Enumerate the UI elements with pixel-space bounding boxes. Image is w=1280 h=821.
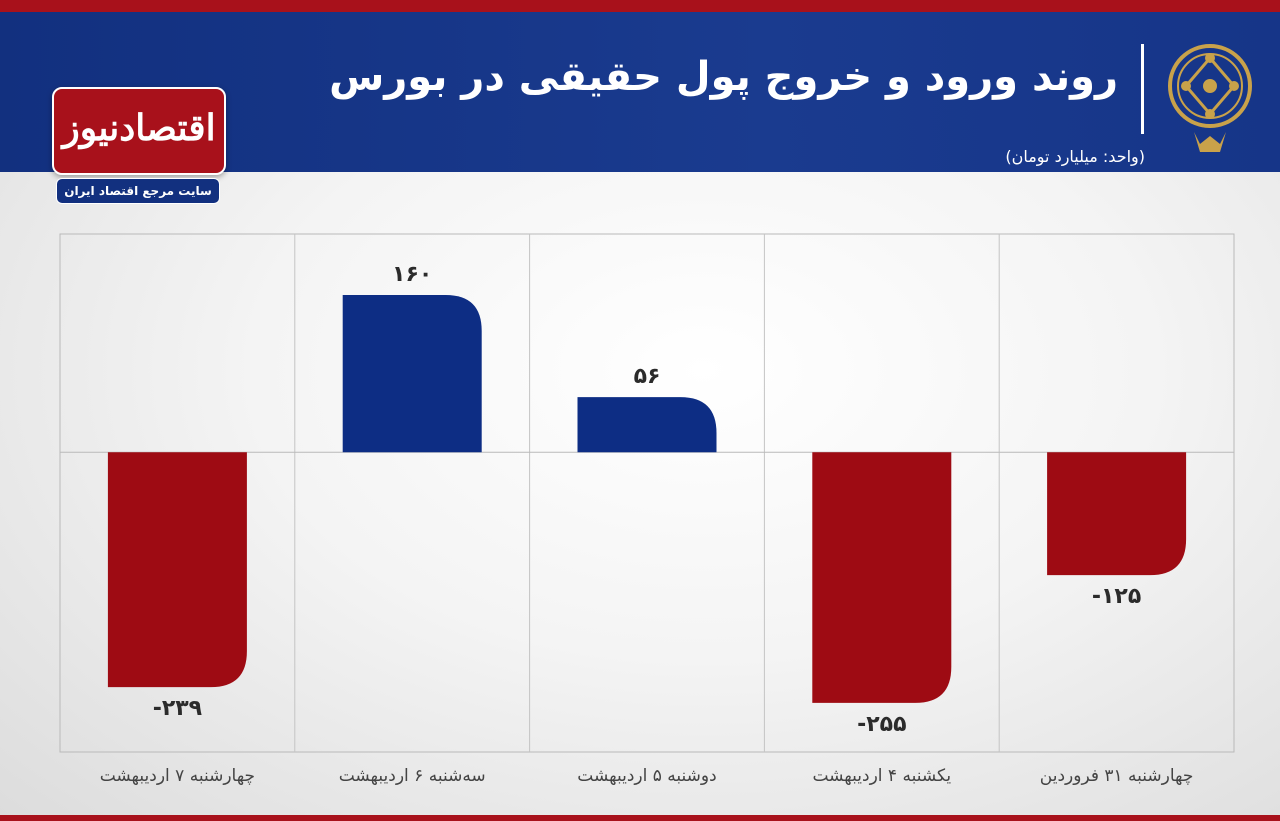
stock-exchange-emblem-icon bbox=[1168, 44, 1252, 152]
data-label: ۱۶۰ bbox=[392, 262, 432, 287]
data-label: ۵۶ bbox=[634, 364, 661, 389]
top-accent-stripe bbox=[0, 0, 1280, 12]
x-tick-label: دوشنبه ۵ اردیبهشت bbox=[577, 766, 716, 786]
brand-name: اقتصادنیوز bbox=[62, 107, 216, 149]
plot-frame bbox=[59, 233, 1235, 753]
bar bbox=[812, 452, 952, 703]
data-label: -۲۵۵ bbox=[857, 712, 906, 737]
bar bbox=[107, 452, 247, 688]
bar bbox=[1047, 452, 1187, 576]
brand-logo: اقتصادنیوز سایت مرجع اقتصاد ایران bbox=[52, 87, 226, 205]
x-tick-label: چهارشنبه ۷ اردیبهشت bbox=[100, 766, 255, 786]
x-tick-label: سه‌شنبه ۶ اردیبهشت bbox=[339, 766, 486, 786]
bar bbox=[577, 397, 717, 453]
brand-box: اقتصادنیوز bbox=[52, 87, 226, 175]
brand-tagline: سایت مرجع اقتصاد ایران bbox=[56, 178, 220, 204]
chart-title: روند ورود و خروج پول حقیقی در بورس bbox=[329, 54, 1118, 100]
x-tick-label: یکشنبه ۴ اردیبهشت bbox=[812, 766, 951, 786]
header-divider bbox=[1141, 44, 1144, 134]
unit-label: (واحد: میلیارد تومان) bbox=[1005, 147, 1145, 166]
data-label: -۲۳۹ bbox=[153, 696, 202, 721]
data-label: -۱۲۵ bbox=[1092, 584, 1141, 609]
x-tick-label: چهارشنبه ۳۱ فروردین bbox=[1040, 766, 1194, 786]
bar bbox=[342, 294, 482, 453]
bottom-accent-stripe bbox=[0, 815, 1280, 821]
